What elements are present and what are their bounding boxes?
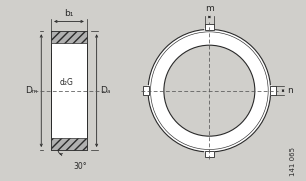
Bar xyxy=(51,31,87,150)
Circle shape xyxy=(148,29,271,152)
Text: m: m xyxy=(205,4,214,13)
Bar xyxy=(205,24,214,30)
Text: Dₘ: Dₘ xyxy=(25,86,37,95)
Text: 30°: 30° xyxy=(74,162,88,171)
Bar xyxy=(270,86,276,95)
Text: Dₐ: Dₐ xyxy=(101,86,111,95)
Text: n: n xyxy=(287,86,293,95)
Bar xyxy=(143,86,148,95)
Text: b₁: b₁ xyxy=(64,9,74,18)
Bar xyxy=(51,138,87,150)
Bar xyxy=(51,31,87,43)
Text: d₂G: d₂G xyxy=(60,78,74,87)
Circle shape xyxy=(164,45,255,136)
Text: 141 065: 141 065 xyxy=(290,147,297,176)
Bar xyxy=(205,151,214,157)
